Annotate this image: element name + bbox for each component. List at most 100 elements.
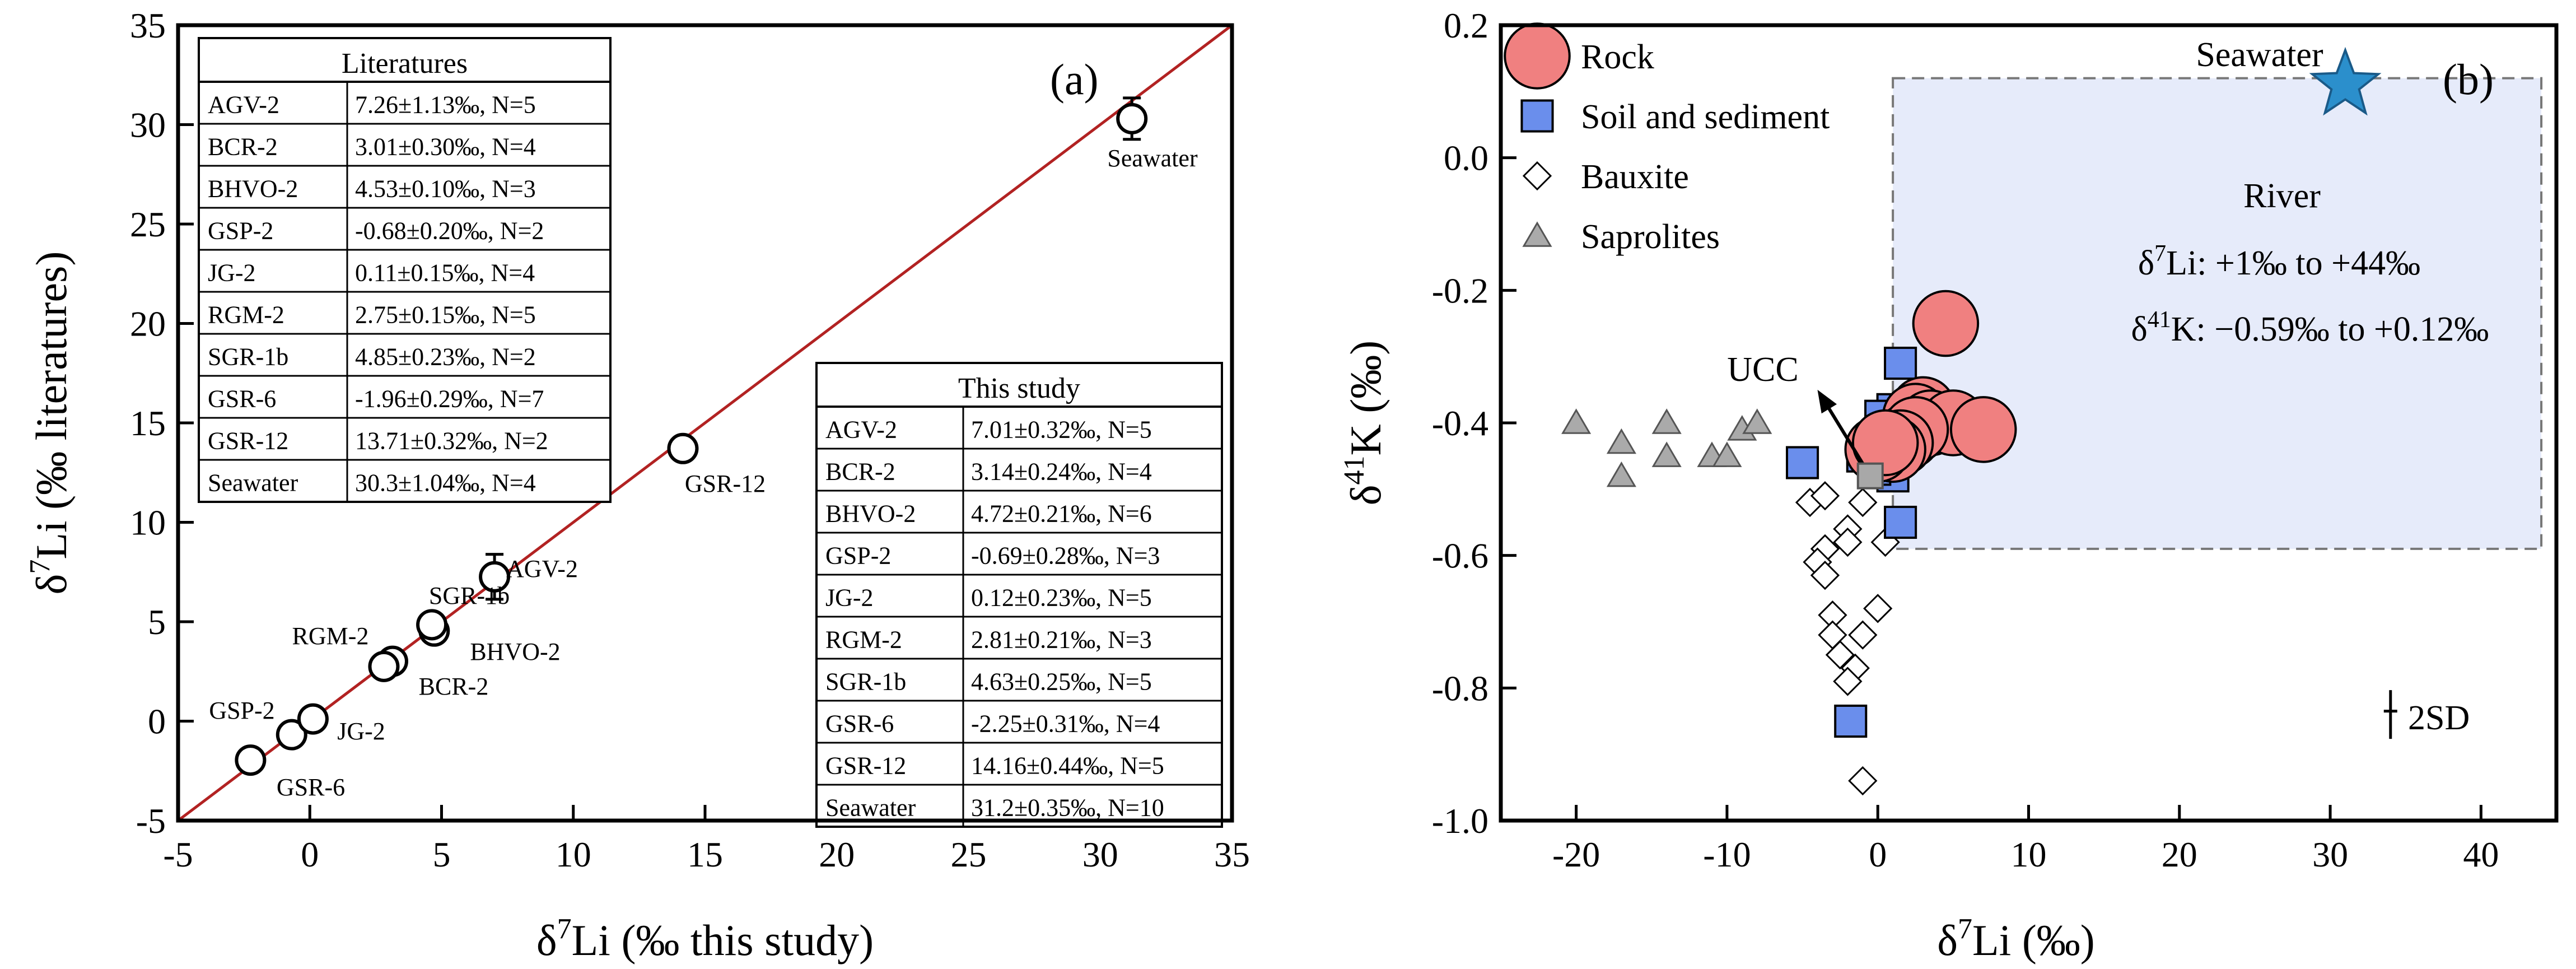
saprolites-point [1651, 441, 1682, 467]
table-cell-value: -2.25±0.31‰, N=4 [971, 710, 1160, 738]
ucc-marker [1856, 462, 1884, 490]
panel-b-ticks: -20 -10 0 10 20 30 40 -1.0 -0.8 -0.6 -0.4 -0.2 0.0 0.… [1432, 6, 2499, 874]
table-cell-name: BHVO-2 [825, 500, 916, 528]
y-tick-label: -0.2 [1432, 271, 1488, 310]
point-gsr-12 [667, 432, 699, 464]
table-cell-name: RGM-2 [825, 626, 902, 654]
bauxite-point [1848, 766, 1878, 796]
panel-a-label: (a) [1050, 55, 1099, 104]
river-title: River [2243, 177, 2321, 215]
bauxite-point [1825, 640, 1855, 670]
y-tick-label: 25 [130, 204, 166, 244]
point-rgm-2 [368, 650, 400, 682]
y-tick-label: 10 [130, 503, 166, 543]
table-cell-value: -0.69±0.28‰, N=3 [971, 542, 1160, 570]
label-rgm-2: RGM-2 [292, 622, 369, 650]
table-title: Literatures [342, 48, 468, 80]
table-cell-name: Seawater [208, 469, 298, 497]
legend-label-rock: Rock [1581, 38, 1654, 76]
saprolites-point [1651, 408, 1682, 434]
table-cell-value: 7.26±1.13‰, N=5 [355, 91, 536, 119]
y-tick-label: 35 [130, 6, 166, 45]
saprolites-point [1606, 428, 1636, 454]
ucc-arrow-head [1817, 389, 1837, 414]
soil-and-sediment-point [1834, 704, 1868, 738]
label-agv-2: AGV-2 [506, 555, 578, 583]
panel-b-y-axis-label: δ41K (‰) [1338, 341, 1390, 506]
table-cell-value: -1.96±0.29‰, N=7 [355, 385, 544, 413]
point-jg-2 [297, 703, 329, 735]
point-gsr-6 [235, 744, 267, 776]
table-cell-value: 3.01±0.30‰, N=4 [355, 133, 536, 161]
table-cell-name: GSR-6 [825, 710, 894, 738]
label-gsr-12: GSR-12 [685, 470, 766, 497]
legend-marker-bauxite [1522, 161, 1552, 191]
legend-label-saprolites: Saprolites [1581, 218, 1720, 256]
soil-and-sediment-point [1884, 346, 1917, 380]
table-cell-value: 13.71±0.32‰, N=2 [355, 427, 548, 455]
one-to-one-line [178, 25, 1232, 821]
rock-point [1851, 409, 1919, 477]
y-tick-label: 30 [130, 105, 166, 145]
panel-b-points [1561, 290, 2017, 796]
rock-point [1949, 396, 2017, 463]
saprolites-point [1561, 408, 1592, 434]
label-jg-2: JG-2 [337, 718, 385, 745]
x-tick-label: 5 [433, 835, 451, 874]
panel-a-points [235, 96, 1148, 776]
point-seawater [1116, 103, 1148, 134]
x-tick-label: 30 [2312, 835, 2348, 874]
soil-and-sediment-point [1786, 446, 1819, 479]
y-tick-label: 0.2 [1444, 6, 1488, 45]
table-cell-value: -0.68±0.20‰, N=2 [355, 217, 544, 245]
x-tick-label: 0 [1869, 835, 1887, 874]
panel-a-x-axis-label: δ7Li (‰ this study) [536, 913, 874, 965]
table-cell-name: GSR-6 [208, 385, 276, 413]
table-cell-name: BCR-2 [825, 458, 895, 486]
point-gsp-2 [276, 719, 307, 751]
x-tick-label: 0 [301, 835, 319, 874]
x-tick-label: 10 [2011, 835, 2047, 874]
x-tick-label: 10 [556, 835, 591, 874]
table-cell-name: BHVO-2 [208, 175, 298, 203]
table-cell-name: JG-2 [825, 584, 874, 612]
table-cell-name: AGV-2 [208, 91, 279, 119]
panel-a-point-labels: AGV-2SGR-1bRGM-2BHVO-2BCR-2GSP-2JG-2GSR-… [209, 145, 1198, 801]
label-seawater: Seawater [1107, 145, 1198, 172]
seawater-star-marker [2309, 46, 2382, 116]
table-cell-value: 14.16±0.44‰, N=5 [971, 752, 1164, 780]
table-cell-value: 0.12±0.23‰, N=5 [971, 584, 1152, 612]
table-cell-value: 4.72±0.21‰, N=6 [971, 500, 1152, 528]
x-tick-label: 20 [2162, 835, 2197, 874]
panel-a-ticks: -5 0 5 10 15 20 25 30 35 -5 0 5 10 15 20 25 30 35 [130, 6, 1250, 874]
y-tick-label: -0.4 [1432, 403, 1488, 443]
label-gsr-6: GSR-6 [277, 774, 345, 801]
table-cell-value: 2.81±0.21‰, N=3 [971, 626, 1152, 654]
legend-marker-saprolites [1522, 221, 1552, 247]
table-cell-name: SGR-1b [825, 668, 906, 696]
table-cell-value: 4.53±0.10‰, N=3 [355, 175, 536, 203]
label-bcr-2: BCR-2 [419, 673, 489, 700]
x-tick-label: -20 [1552, 835, 1600, 874]
table-cell-value: 2.75±0.15‰, N=5 [355, 301, 536, 329]
y-tick-label: -1.0 [1432, 801, 1488, 841]
y-tick-label: -5 [136, 801, 166, 841]
y-tick-label: 20 [130, 304, 166, 344]
table-title: This study [958, 372, 1080, 404]
label-sgr-1b: SGR-1b [429, 582, 510, 609]
table-cell-name: AGV-2 [825, 416, 897, 444]
y-tick-label: 5 [148, 602, 166, 642]
bauxite-point [1848, 487, 1878, 518]
x-tick-label: 15 [687, 835, 723, 874]
x-tick-label: -10 [1703, 835, 1751, 874]
table-cell-value: 0.11±0.15‰, N=4 [355, 259, 535, 287]
point-sgr-1b [416, 609, 448, 641]
river-li-range: δ7Li: +1‰ to +44‰ [2138, 241, 2420, 282]
point-agv-2 [479, 561, 511, 593]
saprolites-point [1712, 441, 1742, 467]
table-cell-name: JG-2 [208, 259, 256, 287]
table-cell-name: GSR-12 [208, 427, 288, 455]
x-tick-label: -5 [163, 835, 193, 874]
table-cell-name: Seawater [825, 794, 916, 822]
